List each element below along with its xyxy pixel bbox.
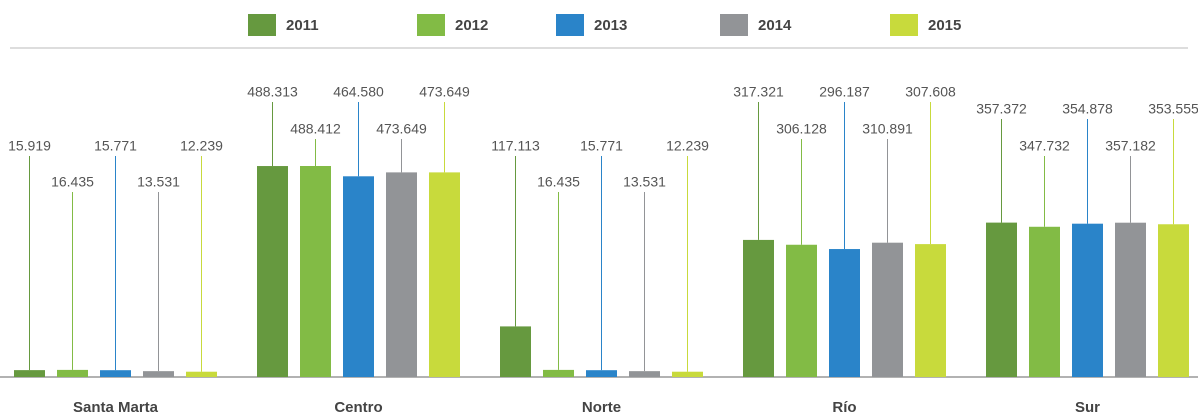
bar [100,370,131,377]
bar [300,166,331,377]
value-label: 488.412 [290,121,341,137]
category-label: Norte [582,399,621,416]
value-label: 306.128 [776,121,827,137]
value-label: 353.555 [1148,101,1198,117]
bar [1072,223,1103,377]
bar [386,172,417,377]
value-label: 354.878 [1062,101,1113,117]
value-label: 317.321 [733,84,784,100]
legend-swatch [417,14,445,36]
bar [629,371,660,377]
legend-label: 2012 [455,17,488,34]
category-label: Sur [1075,399,1100,416]
value-label: 296.187 [819,84,870,100]
value-label: 473.649 [376,121,427,137]
value-label: 12.239 [666,138,709,154]
legend-swatch [890,14,918,36]
value-label: 12.239 [180,138,223,154]
value-label: 488.313 [247,84,298,100]
bar [14,370,45,377]
bar [786,244,817,377]
category-label: Río [832,399,856,416]
bar [429,172,460,377]
bar [743,239,774,377]
category-label: Centro [334,399,382,416]
value-label: 16.435 [537,174,580,190]
bar [343,176,374,377]
value-label: 307.608 [905,84,956,100]
category-label: Santa Marta [73,399,159,416]
bar [672,371,703,377]
bar [872,242,903,377]
value-label: 13.531 [623,174,666,190]
legend-swatch [556,14,584,36]
value-label: 16.435 [51,174,94,190]
legend-label: 2015 [928,17,961,34]
legend-label: 2011 [286,17,319,34]
bar [915,244,946,377]
bar [1115,222,1146,377]
value-label: 357.372 [976,101,1027,117]
bar [829,249,860,377]
bar [543,369,574,377]
legend-swatch [248,14,276,36]
legend-label: 2013 [594,17,627,34]
bar [586,370,617,377]
value-label: 347.732 [1019,138,1070,154]
bar [143,371,174,377]
value-label: 15.919 [8,138,51,154]
bar [500,326,531,377]
value-label: 15.771 [94,138,137,154]
bar [1158,224,1189,377]
legend-swatch [720,14,748,36]
value-label: 310.891 [862,121,913,137]
bar [986,222,1017,377]
bar [186,371,217,377]
value-label: 473.649 [419,84,470,100]
value-label: 117.113 [491,138,540,154]
value-label: 13.531 [137,174,180,190]
legend-label: 2014 [758,17,792,34]
value-label: 357.182 [1105,138,1156,154]
bar [1029,226,1060,377]
value-label: 464.580 [333,84,384,100]
bar [257,166,288,377]
bar [57,369,88,377]
value-label: 15.771 [580,138,623,154]
